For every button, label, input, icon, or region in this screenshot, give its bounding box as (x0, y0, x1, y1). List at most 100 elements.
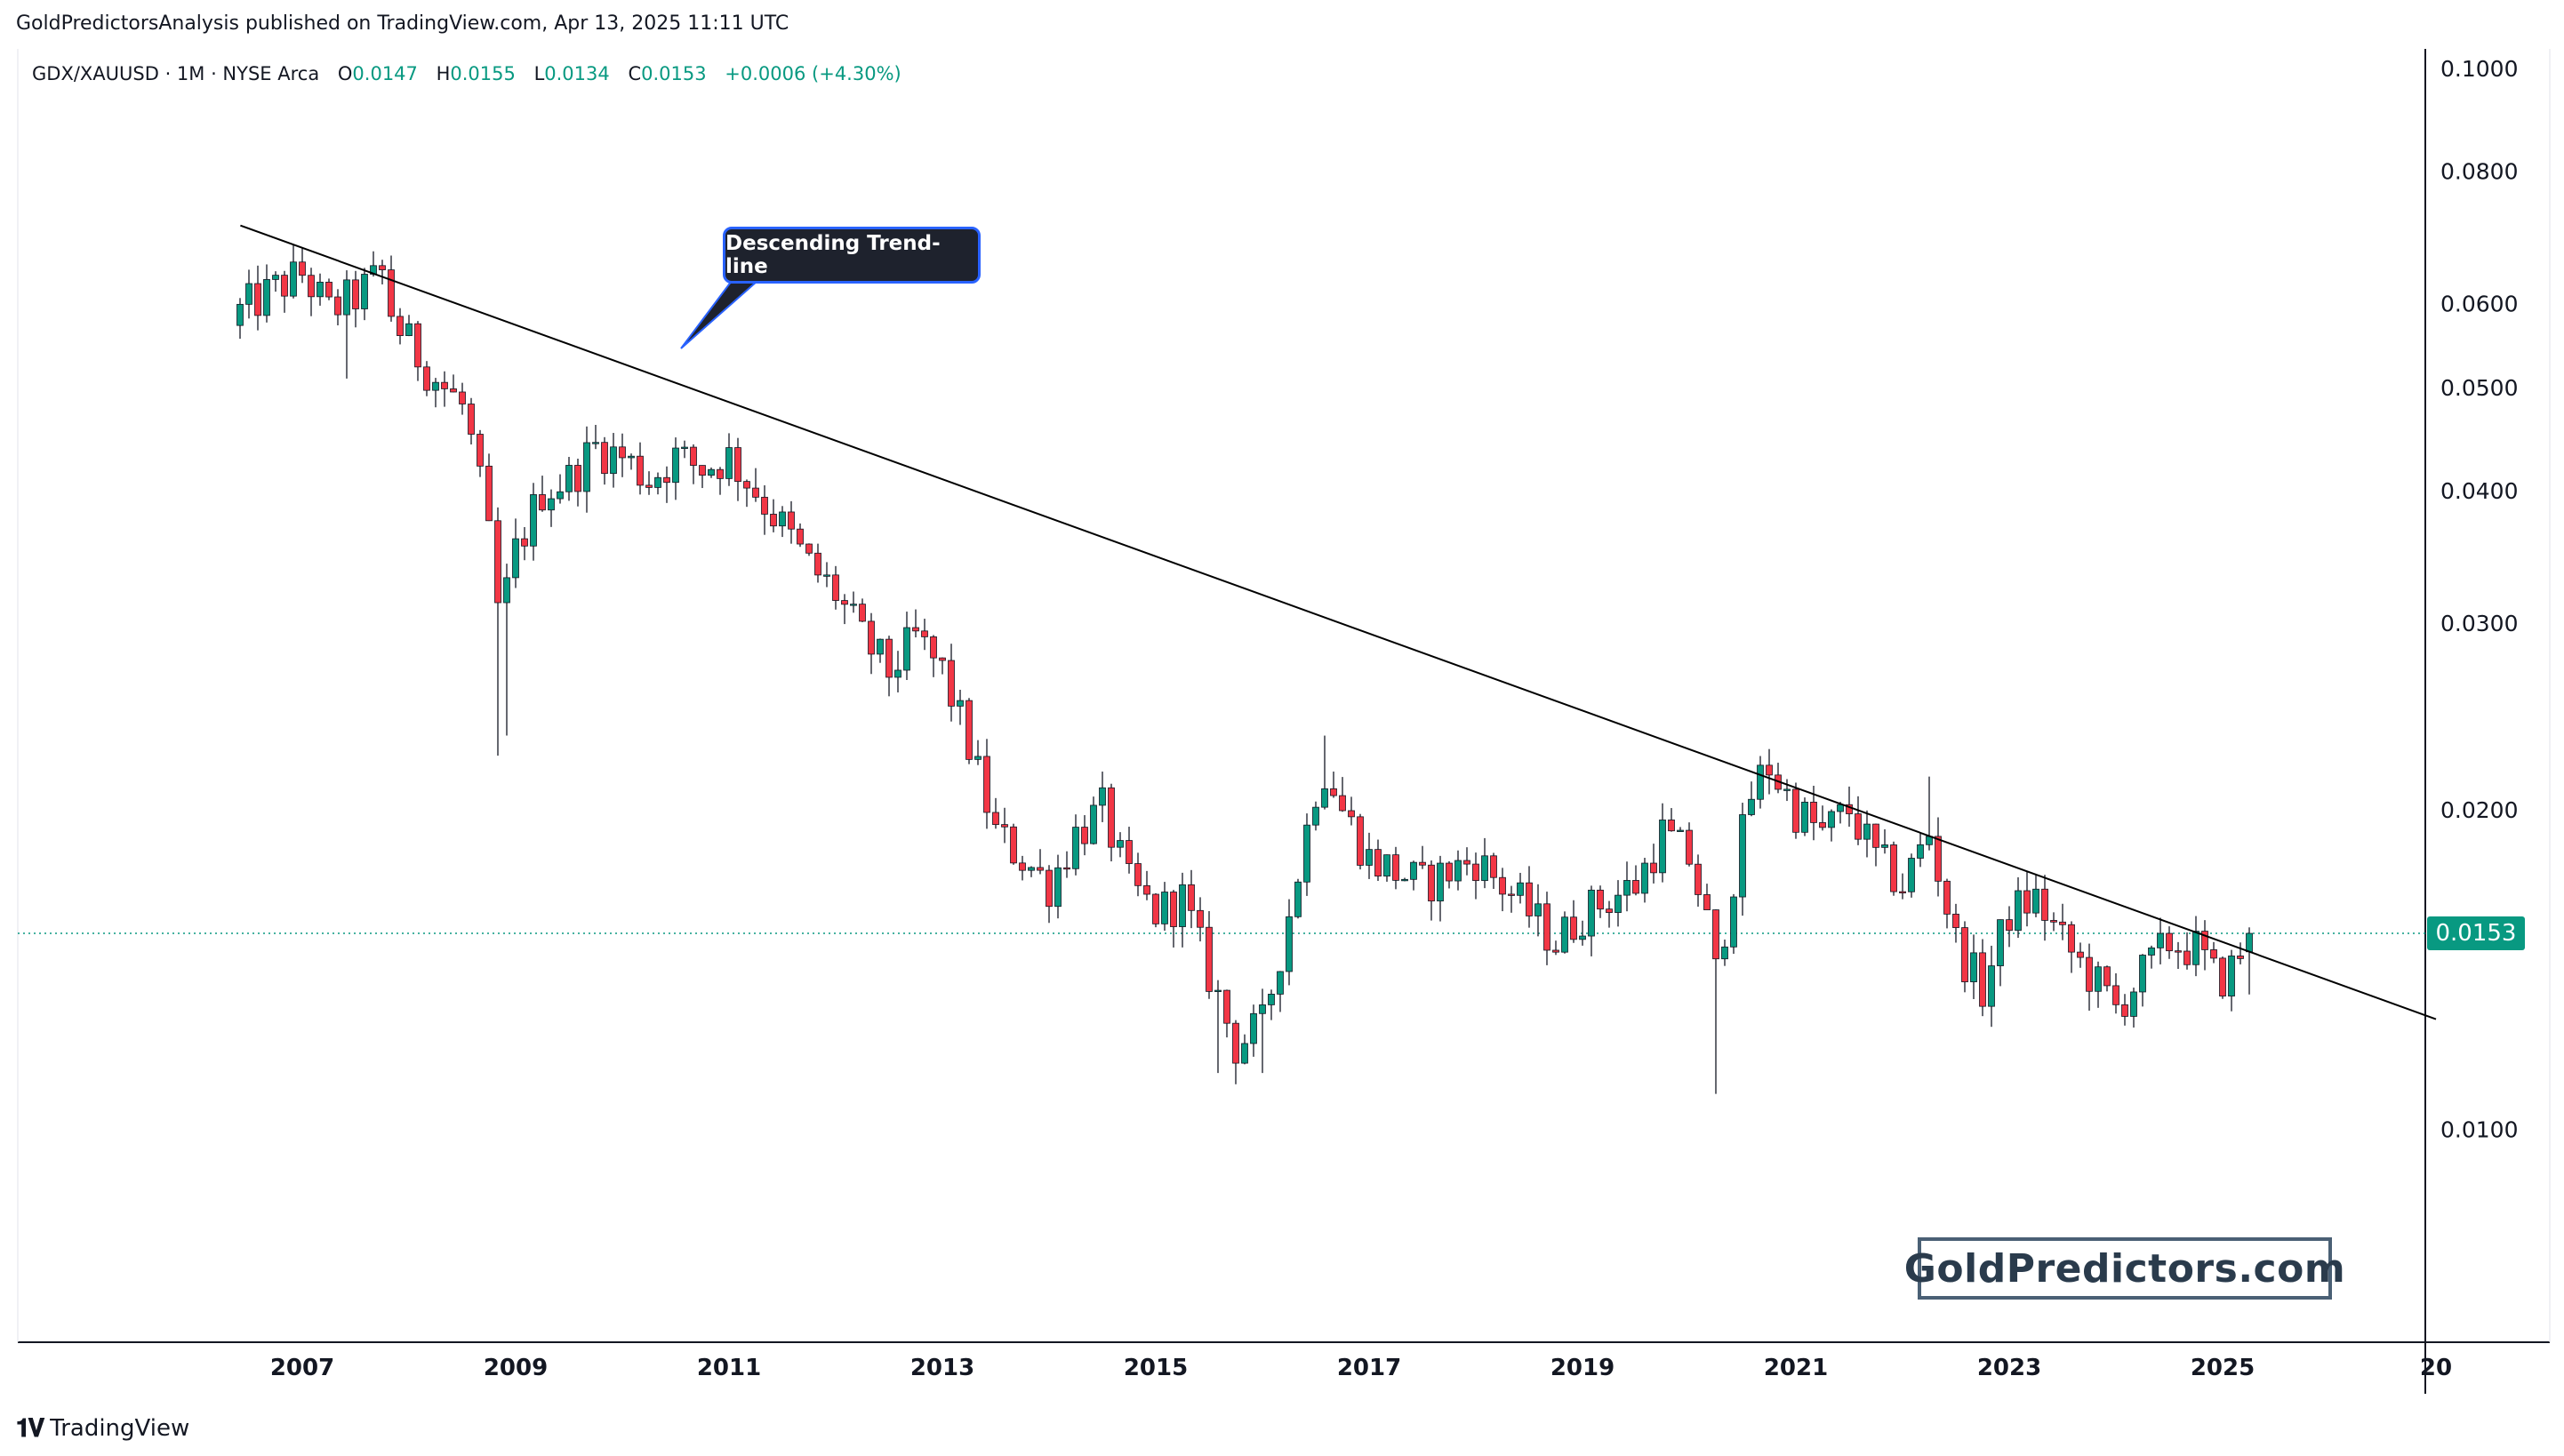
candle-body (1197, 909, 1204, 928)
trendline-callout: Descending Trend-line (723, 227, 981, 284)
candle-body (637, 455, 644, 486)
candle-body (2166, 932, 2173, 952)
candle-body (1286, 916, 1293, 972)
y-tick-label: 0.0500 (2440, 375, 2518, 401)
candle-body (699, 465, 706, 476)
candle-body (894, 669, 901, 678)
candle-body (2130, 991, 2137, 1017)
candles-group (236, 244, 2253, 1094)
candle-body (1721, 946, 1728, 960)
candle-body (450, 388, 457, 393)
candle-body (574, 465, 581, 492)
candle-body (2050, 920, 2057, 923)
candle-body (717, 468, 724, 479)
candle-body (1223, 989, 1230, 1024)
candle-body (2192, 931, 2199, 965)
candle-body (1232, 1022, 1239, 1064)
candle-body (1997, 919, 2004, 966)
candle-body (2228, 956, 2235, 996)
x-tick-label: 2015 (1124, 1355, 1188, 1381)
candle-body (797, 528, 804, 545)
candle-body (1943, 880, 1951, 915)
candle-body (619, 446, 626, 459)
candle-body (1028, 867, 1035, 871)
watermark-logo: GoldPredictors.com (1904, 1237, 2345, 1300)
candle-body (1454, 860, 1462, 882)
candle-body (548, 498, 555, 511)
open-label: O (337, 63, 353, 84)
candle-body (1206, 926, 1213, 992)
candle-body (1712, 909, 1719, 960)
candle-body (1072, 827, 1079, 869)
candle-body (521, 538, 528, 547)
candle-body (1277, 971, 1284, 995)
ohlc-legend: GDX/XAUUSD · 1M · NYSE Arca O0.0147 H0.0… (32, 63, 901, 84)
candle-body (1241, 1043, 1248, 1064)
candle-body (1161, 892, 1168, 924)
candle-body (1152, 893, 1159, 924)
candle-body (1250, 1012, 1257, 1044)
candle-body (281, 275, 288, 297)
candle-body (2112, 985, 2119, 1005)
candle-body (539, 494, 546, 511)
candle-body (1446, 862, 1453, 882)
candle-body (1170, 892, 1177, 927)
candle-body (530, 494, 537, 547)
candle-body (459, 391, 466, 404)
symbol-label[interactable]: GDX/XAUUSD · 1M · NYSE Arca (32, 63, 320, 84)
candle-body (1481, 855, 1488, 882)
candle-body (1890, 844, 1897, 892)
candle-body (1303, 824, 1310, 883)
candle-body (2121, 1004, 2128, 1017)
candle-body (2068, 924, 2075, 953)
candle-body (1739, 814, 1746, 898)
candle-body (672, 447, 679, 484)
last-price-badge: 0.0153 (2427, 916, 2525, 951)
candle-body (2139, 955, 2146, 993)
candle-body (441, 381, 448, 389)
candle-body (1632, 880, 1639, 894)
candle-body (708, 468, 715, 476)
candle-body (734, 447, 741, 483)
candle-body (1117, 840, 1124, 848)
candle-body (254, 283, 261, 316)
candle-body (1259, 1004, 1266, 1014)
candle-body (1597, 889, 1604, 910)
candle-body (983, 756, 990, 813)
candle-body (1046, 869, 1053, 908)
candle-body (388, 269, 395, 317)
tradingview-footer[interactable]: 𝟏𝐕 TradingView (16, 1413, 189, 1444)
candle-body (1677, 829, 1684, 832)
candle-body (654, 476, 661, 488)
candle-body (1312, 806, 1319, 826)
x-tick-label: 20 (2420, 1355, 2452, 1381)
candle-body (1339, 795, 1346, 812)
trendline-group (240, 224, 2437, 1020)
candle-body (1063, 867, 1070, 870)
candle-body (1819, 822, 1826, 828)
candle-body (583, 442, 590, 492)
candle-body (1526, 882, 1533, 916)
candle-body (1508, 893, 1515, 896)
candle-body (379, 265, 386, 270)
callout-pointer (680, 276, 760, 349)
candle-body (1490, 855, 1497, 878)
candle-body (1410, 861, 1417, 880)
open-value: 0.0147 (352, 63, 418, 84)
candle-body (1188, 884, 1195, 911)
candle-body (2086, 956, 2093, 992)
candle-body (1837, 804, 1844, 812)
candle-body (2157, 932, 2164, 948)
publish-info: GoldPredictorsAnalysis published on Trad… (16, 12, 789, 35)
candle-body (1899, 891, 1906, 894)
candle-body (1383, 854, 1390, 877)
candle-body (1766, 764, 1773, 776)
y-tick-label: 0.0100 (2440, 1116, 2518, 1142)
candle-body (1001, 824, 1008, 828)
candle-body (2201, 931, 2208, 950)
candle-body (974, 756, 982, 760)
candle-body (1659, 820, 1666, 874)
candle-body (2183, 950, 2191, 965)
candle-body (485, 465, 493, 522)
